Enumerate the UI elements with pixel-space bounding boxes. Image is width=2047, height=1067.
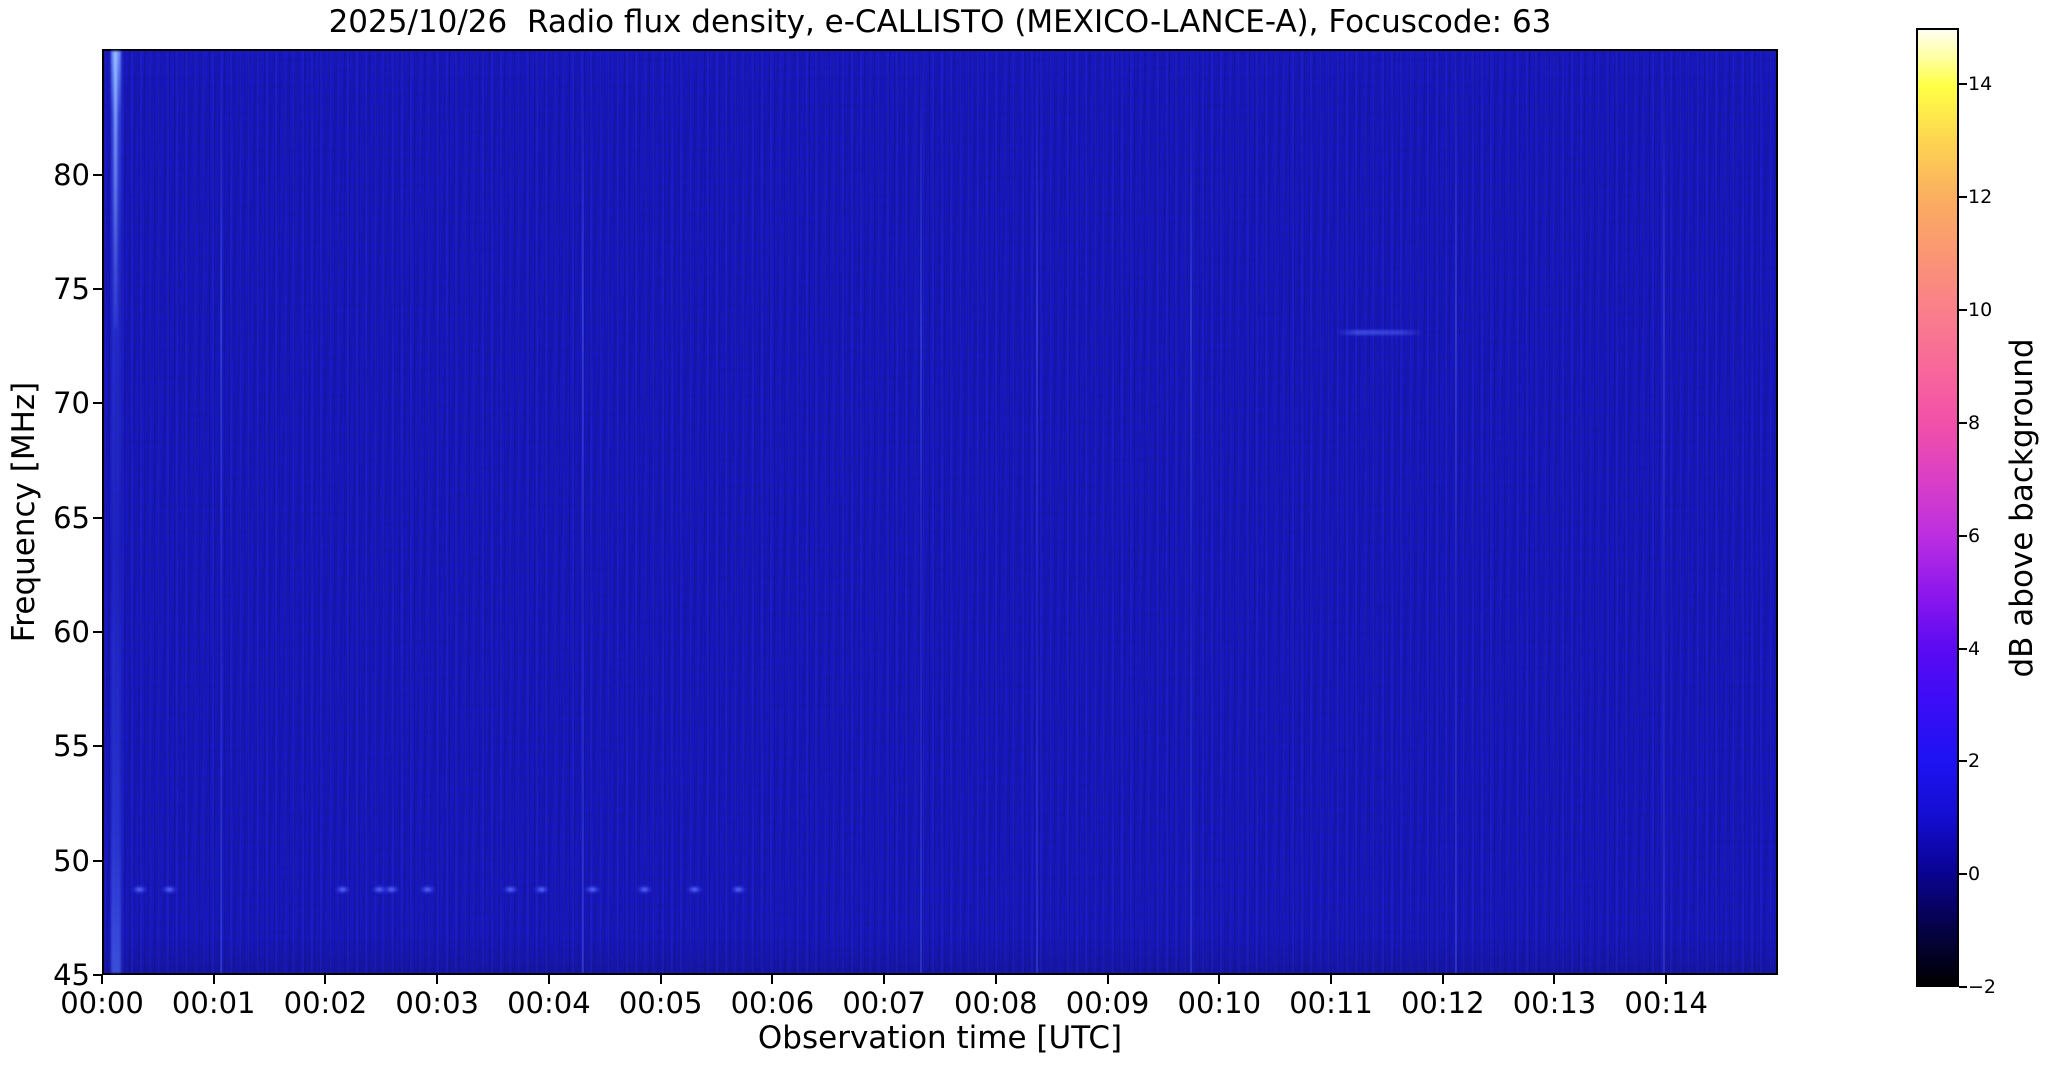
rfi-dot: [533, 884, 551, 894]
y-tick-mark: [93, 859, 102, 862]
rfi-dot: [333, 884, 351, 894]
colorbar-tick-label: 2: [1968, 750, 1981, 773]
colorbar-tick-label: 6: [1968, 524, 1981, 547]
colorbar-tick-label: 0: [1968, 863, 1981, 886]
y-tick-mark: [93, 974, 102, 976]
y-tick-mark: [93, 745, 102, 748]
colorbar-tick-mark: [1959, 986, 1967, 988]
colorbar-tick-mark: [1959, 309, 1967, 312]
colorbar-tick-label: 8: [1968, 411, 1981, 434]
x-axis-label: Observation time [UTC]: [757, 1020, 1123, 1056]
faint-vertical-line: [1190, 51, 1193, 973]
y-tick-label: 80: [53, 157, 90, 192]
colorbar: [1916, 28, 1959, 987]
y-tick-label: 65: [53, 500, 90, 535]
x-tick-label: 00:01: [171, 986, 256, 1020]
x-tick-label: 00:14: [1624, 986, 1708, 1020]
x-tick-mark: [324, 975, 327, 984]
colorbar-tick-mark: [1959, 647, 1967, 650]
x-tick-mark: [1106, 975, 1109, 984]
colorbar-tick-mark: [1959, 196, 1967, 199]
rfi-dot: [131, 884, 149, 894]
faint-vertical-line: [1662, 51, 1665, 973]
rfi-dot: [382, 884, 400, 894]
x-tick-mark: [1218, 975, 1221, 984]
faint-vertical-line: [920, 51, 923, 973]
x-tick-mark: [1330, 975, 1333, 984]
x-tick-mark: [659, 975, 662, 984]
colorbar-tick-label: 14: [1968, 73, 1993, 96]
rfi-dot: [685, 884, 703, 894]
x-tick-label: 00:08: [954, 986, 1038, 1020]
x-tick-label: 00:13: [1512, 986, 1597, 1020]
y-tick-label: 75: [53, 272, 90, 307]
colorbar-tick-mark: [1959, 760, 1967, 763]
x-tick-label: 00:07: [842, 986, 926, 1020]
y-tick-label: 50: [53, 843, 90, 878]
faint-streak: [1335, 329, 1423, 335]
y-tick-mark: [93, 631, 102, 634]
x-tick-label: 00:02: [283, 986, 368, 1020]
x-tick-mark: [883, 975, 886, 984]
x-tick-mark: [994, 975, 997, 984]
y-tick-mark: [93, 288, 102, 291]
x-tick-label: 00:06: [730, 986, 815, 1020]
x-tick-mark: [1553, 975, 1556, 984]
x-tick-label: 00:09: [1065, 986, 1150, 1020]
x-tick-mark: [212, 975, 215, 984]
y-tick-mark: [93, 516, 102, 519]
x-tick-label: 00:04: [507, 986, 591, 1020]
x-tick-mark: [1441, 975, 1444, 984]
x-tick-mark: [101, 975, 103, 984]
startup-artifact-stripe: [111, 51, 121, 973]
colorbar-tick-mark: [1959, 421, 1967, 424]
rfi-dot: [583, 884, 601, 894]
x-tick-label: 00:05: [618, 986, 703, 1020]
noise-texture: [104, 51, 1776, 973]
faint-vertical-line: [1035, 51, 1038, 973]
x-tick-mark: [1665, 975, 1668, 984]
y-tick-label: 70: [53, 386, 90, 421]
faint-vertical-line: [219, 51, 222, 973]
faint-vertical-line: [581, 51, 584, 973]
x-tick-label: 00:00: [60, 986, 144, 1020]
colorbar-tick-label: 10: [1968, 299, 1993, 322]
spectrogram-heatmap: [102, 49, 1778, 975]
x-tick-mark: [547, 975, 550, 984]
rfi-dot: [729, 884, 747, 894]
rfi-dot: [501, 884, 519, 894]
x-tick-label: 00:03: [395, 986, 479, 1020]
y-tick-mark: [93, 173, 102, 176]
x-tick-label: 00:10: [1177, 986, 1262, 1020]
rfi-dot: [161, 884, 179, 894]
x-tick-mark: [771, 975, 774, 984]
x-tick-label: 00:12: [1400, 986, 1485, 1020]
x-tick-label: 00:11: [1289, 986, 1373, 1020]
chart-title: 2025/10/26 Radio flux density, e-CALLIST…: [328, 4, 1552, 40]
x-tick-mark: [436, 975, 439, 984]
rfi-dot: [370, 884, 388, 894]
colorbar-tick-label: −2: [1968, 976, 1997, 998]
y-tick-label: 60: [53, 615, 90, 650]
colorbar-tick-mark: [1959, 83, 1967, 86]
colorbar-tick-mark: [1959, 873, 1967, 876]
colorbar-label: dB above background: [2004, 338, 2040, 678]
y-tick-label: 55: [53, 729, 90, 764]
rfi-dot: [419, 884, 437, 894]
colorbar-tick-mark: [1959, 534, 1967, 537]
colorbar-tick-label: 12: [1968, 186, 1993, 209]
y-tick-mark: [93, 402, 102, 405]
y-tick-label: 45: [53, 958, 90, 992]
rfi-dot: [635, 884, 653, 894]
colorbar-tick-label: 4: [1968, 637, 1981, 660]
faint-vertical-line: [1454, 51, 1457, 973]
